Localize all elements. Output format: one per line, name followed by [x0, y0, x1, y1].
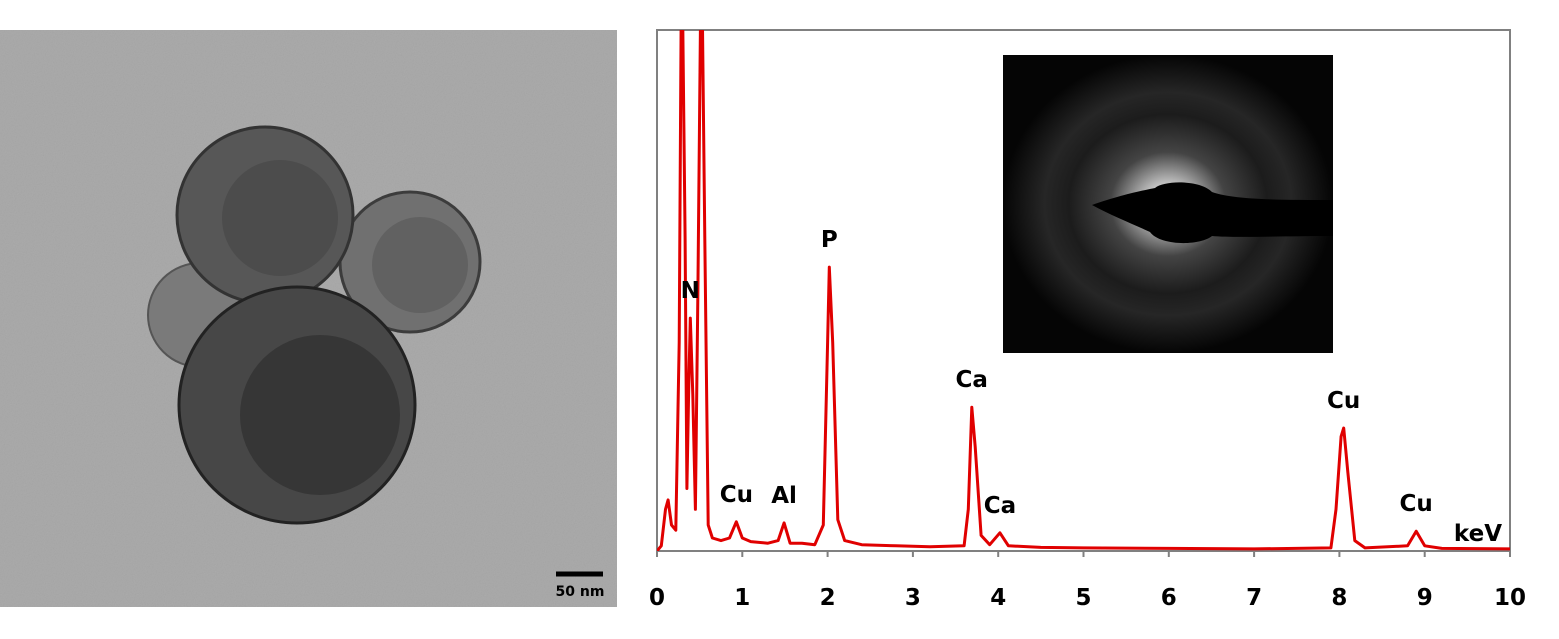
x-tick-label: 8 — [1331, 585, 1347, 611]
peak-label: Al — [771, 483, 797, 509]
spectrum-line — [657, 30, 1510, 551]
x-tick-label: 10 — [1494, 585, 1526, 611]
scale-bar-label: 50 nm — [556, 584, 605, 600]
peak-label: Cu — [1327, 388, 1360, 414]
peak-label: Cu — [1400, 491, 1433, 517]
x-tick-label: 7 — [1246, 585, 1262, 611]
peak-label: P — [821, 227, 838, 253]
tem-image: 50 nm — [0, 30, 617, 607]
x-tick-label: 1 — [734, 585, 750, 611]
x-tick-label: 3 — [905, 585, 921, 611]
peak-label: Ca — [984, 493, 1016, 519]
diffraction-inset — [1003, 55, 1333, 353]
peak-label: N — [681, 278, 700, 304]
x-tick-label: 2 — [820, 585, 836, 611]
x-tick-label: 9 — [1417, 585, 1433, 611]
peak-label: Ca — [956, 367, 988, 393]
x-tick-label: 6 — [1161, 585, 1177, 611]
spectrum-plot: 0 1 2 3 4 5 6 7 8 9 10 keV N Cu Al P Ca Ca Cu Cu — [649, 29, 1526, 611]
peak-label: Cu — [720, 482, 753, 508]
x-tick-label: 4 — [990, 585, 1006, 611]
x-axis-label: keV — [1454, 521, 1502, 547]
x-tick-label: 5 — [1075, 585, 1091, 611]
x-tick-label: 0 — [649, 585, 665, 611]
